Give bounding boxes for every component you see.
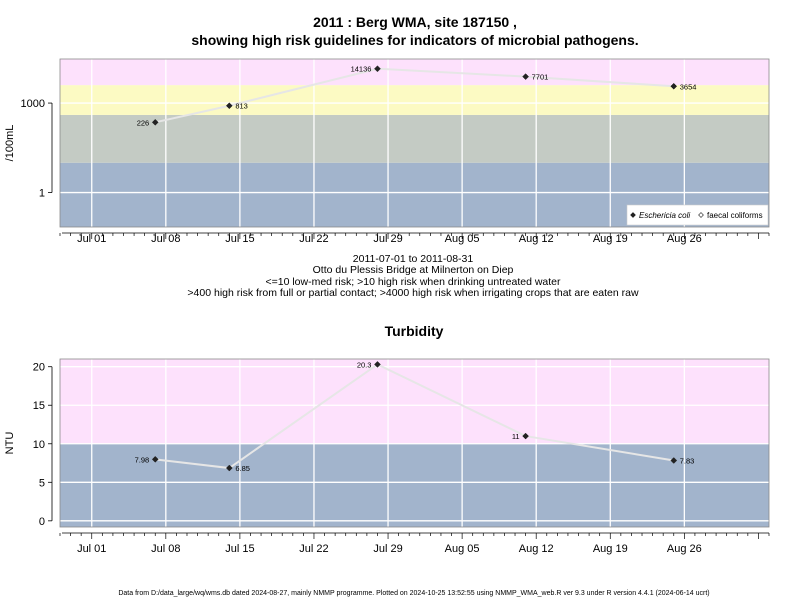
turbidity-x-tick-label-6: Aug 12 bbox=[519, 543, 554, 555]
turbidity-y-tick-label-2: 10 bbox=[33, 439, 45, 451]
footer-note: Data from D:/data_large/wq/wms.db dated … bbox=[118, 590, 709, 597]
ecoli-x-tick-label-2: Jul 15 bbox=[225, 233, 254, 245]
ecoli-legend: Eschericia coli faecal coliforms bbox=[626, 204, 769, 226]
turbidity-panel: 0 5 10 15 20 NTU Jul 01 Jul 08 Jul 15 Jul 22 Jul 2… bbox=[4, 358, 770, 555]
turbidity-x-tick-label-4: Jul 29 bbox=[373, 543, 402, 555]
ecoli-x-tick-label-5: Aug 05 bbox=[445, 233, 480, 245]
ecoli-x-tick-label-0: Jul 01 bbox=[77, 233, 106, 245]
turbidity-data-point bbox=[151, 455, 159, 463]
date-range-note: 2011-07-01 to 2011-08-31 bbox=[353, 253, 474, 265]
turbidity-data-label: 11 bbox=[512, 432, 520, 441]
turbidity-data-label: 20.3 bbox=[357, 360, 372, 369]
legend-label-1: faecal coliforms bbox=[707, 211, 763, 220]
ecoli-x-tick-label-1: Jul 08 bbox=[151, 233, 180, 245]
top-chart-title-line2: showing high risk guidelines for indicat… bbox=[191, 32, 638, 48]
ecoli-risk-band-3 bbox=[60, 59, 769, 86]
site-note: Otto du Plessis Bridge at Milnerton on D… bbox=[313, 264, 514, 276]
turbidity-y-tick-label-4: 20 bbox=[33, 362, 45, 374]
turbidity-y-tick-label-1: 5 bbox=[39, 477, 45, 489]
ecoli-data-label: 813 bbox=[235, 102, 248, 111]
ecoli-data-label: 226 bbox=[137, 118, 150, 127]
ecoli-x-tick-label-7: Aug 19 bbox=[593, 233, 628, 245]
turbidity-x-tick-label-5: Aug 05 bbox=[445, 543, 480, 555]
legend-label-0: Eschericia coli bbox=[639, 211, 690, 220]
turbidity-x-tick-label-2: Jul 15 bbox=[225, 543, 254, 555]
bottom-chart-title: Turbidity bbox=[385, 323, 444, 339]
turbidity-y-tick-label-0: 0 bbox=[39, 516, 45, 528]
ecoli-data-point bbox=[670, 82, 678, 90]
top-chart-title-line1: 2011 : Berg WMA, site 187150 , bbox=[313, 14, 517, 30]
contact-risk-note: >400 high risk from full or partial cont… bbox=[187, 287, 639, 299]
ecoli-risk-band-1 bbox=[60, 114, 769, 163]
ecoli-data-label: 7701 bbox=[532, 73, 549, 82]
turbidity-risk-band-1 bbox=[60, 359, 769, 444]
ecoli-y-tick-label-0: 1 bbox=[39, 188, 45, 200]
turbidity-x-tick-label-8: Aug 26 bbox=[667, 543, 702, 555]
ecoli-x-tick-label-8: Aug 26 bbox=[667, 233, 702, 245]
ecoli-panel: 1 1000/100mL Jul 01 Jul 08 Jul 15 Jul 22 Jul 2… bbox=[4, 58, 770, 245]
turbidity-data-point bbox=[374, 361, 381, 368]
ecoli-data-label: 3654 bbox=[680, 82, 697, 91]
turbidity-x-tick-label-0: Jul 01 bbox=[77, 543, 106, 555]
ecoli-y-tick-label-1: 1000 bbox=[21, 98, 45, 110]
turbidity-y-tick-label-3: 15 bbox=[33, 400, 45, 412]
legend-marker-1 bbox=[698, 212, 704, 218]
turbidity-x-tick-label-7: Aug 19 bbox=[593, 543, 628, 555]
ecoli-data-point bbox=[522, 73, 529, 80]
turbidity-data-label: 7.98 bbox=[135, 455, 150, 464]
turbidity-x-tick-label-3: Jul 22 bbox=[299, 543, 328, 555]
legend-box bbox=[626, 204, 769, 226]
turbidity-x-tick-label-1: Jul 08 bbox=[151, 543, 180, 555]
turbidity-plot-frame bbox=[59, 358, 770, 528]
ecoli-data-point bbox=[374, 65, 381, 73]
turbidity-y-axis-label: NTU bbox=[4, 432, 16, 455]
turbidity-data-point bbox=[522, 432, 529, 440]
legend-marker-0 bbox=[630, 212, 636, 218]
ecoli-x-tick-label-3: Jul 22 bbox=[299, 233, 328, 245]
ecoli-data-label: 14136 bbox=[351, 65, 372, 74]
ecoli-x-tick-label-6: Aug 12 bbox=[519, 233, 554, 245]
turbidity-data-label: 6.85 bbox=[235, 464, 250, 473]
ecoli-data-point bbox=[225, 102, 233, 110]
ecoli-y-axis-label: /100mL bbox=[4, 125, 16, 162]
turbidity-data-point bbox=[670, 457, 678, 464]
ecoli-data-point bbox=[151, 118, 159, 126]
ecoli-plot-frame bbox=[59, 58, 770, 228]
turbidity-data-label: 7.83 bbox=[680, 456, 695, 465]
turbidity-data-point bbox=[225, 464, 233, 472]
drinking-risk-note: <=10 low-med risk; >10 high risk when dr… bbox=[265, 276, 561, 288]
ecoli-risk-band-2 bbox=[60, 85, 769, 115]
ecoli-x-tick-label-4: Jul 29 bbox=[373, 233, 402, 245]
